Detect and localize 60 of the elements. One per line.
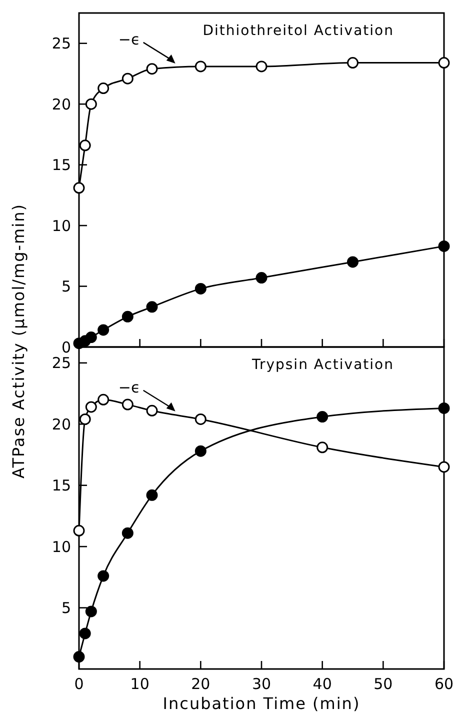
point (146, 404, 158, 416)
point (79, 140, 91, 152)
point (85, 98, 97, 110)
text: Dithiothreitol Activation (202, 23, 394, 39)
text: Trypsin Activation (250, 357, 394, 373)
point (122, 310, 134, 322)
point (256, 60, 268, 72)
y-tick-label: 20 (52, 415, 71, 434)
point (79, 628, 91, 640)
y-tick-label: 10 (52, 216, 71, 235)
y-tick-label: 15 (52, 156, 71, 174)
x-tick-label: 0 (74, 675, 84, 693)
y-tick-label: 25 (52, 34, 71, 53)
point (347, 57, 358, 69)
point (438, 240, 450, 252)
point (98, 394, 110, 406)
point (256, 272, 268, 284)
x-tick-label: 60 (434, 675, 454, 693)
point (122, 527, 134, 539)
y-axis-title: ATPase Activity (μmol/mg-min) (9, 204, 28, 478)
point (194, 413, 206, 425)
point (194, 60, 206, 72)
point (98, 82, 110, 94)
point (122, 398, 134, 410)
point (347, 256, 358, 268)
x-tick-label: 20 (191, 675, 210, 693)
annotation: −ϵ (118, 30, 140, 48)
point (79, 413, 91, 425)
point (194, 445, 206, 457)
point (73, 182, 85, 194)
point (85, 401, 97, 413)
x-axis-title: Incubation Time (min) (162, 694, 360, 713)
annotation: −ϵ (118, 378, 140, 396)
point (85, 606, 97, 618)
x-tick-label: 50 (374, 675, 393, 693)
point (146, 489, 158, 501)
point (438, 461, 450, 473)
point (73, 651, 85, 663)
x-tick-label: 10 (130, 675, 150, 693)
point (316, 442, 328, 454)
y-tick-label: 5 (61, 599, 71, 618)
x-tick-label: 30 (252, 675, 272, 693)
y-tick-label: 5 (61, 278, 71, 296)
y-tick-label: 15 (52, 476, 71, 495)
y-tick-label: 25 (52, 354, 71, 372)
point (85, 332, 97, 344)
point (194, 282, 206, 294)
y-tick-label: 10 (52, 538, 71, 556)
point (316, 411, 328, 423)
point (146, 63, 158, 75)
y-tick-label: 20 (52, 95, 71, 114)
point (438, 402, 450, 414)
y-tick-label: 0 (61, 338, 71, 356)
point (146, 301, 158, 313)
x-tick-label: 40 (312, 675, 332, 693)
point (122, 72, 134, 84)
point (98, 324, 110, 336)
point (438, 57, 450, 69)
point (73, 524, 85, 536)
point (98, 570, 110, 582)
